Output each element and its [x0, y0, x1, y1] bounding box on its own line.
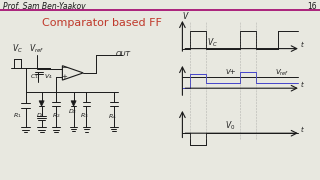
Text: $V_C$: $V_C$: [12, 42, 23, 55]
Text: V+: V+: [225, 69, 236, 75]
Polygon shape: [39, 101, 44, 106]
Text: $C_1$: $C_1$: [30, 73, 39, 82]
Text: OUT: OUT: [116, 51, 131, 57]
Text: t: t: [301, 127, 304, 133]
Text: $V_4$: $V_4$: [44, 73, 53, 82]
Text: $V_0$: $V_0$: [225, 120, 236, 132]
Text: $R_3$: $R_3$: [80, 111, 89, 120]
Text: $V_C$: $V_C$: [207, 37, 218, 50]
Text: t: t: [301, 42, 304, 48]
Text: V: V: [182, 12, 188, 21]
Text: $D_L$: $D_L$: [36, 111, 45, 120]
Text: $R_2$: $R_2$: [52, 111, 60, 120]
Text: +: +: [61, 74, 67, 80]
Text: 16: 16: [307, 2, 317, 11]
Text: t: t: [301, 82, 304, 88]
Text: $R_4$: $R_4$: [108, 112, 116, 122]
Text: $V_{ref}$: $V_{ref}$: [275, 68, 289, 78]
Polygon shape: [71, 101, 76, 106]
Text: Comparator based FF: Comparator based FF: [42, 17, 162, 28]
Text: $D_2$: $D_2$: [68, 107, 77, 116]
Text: $V_{ref}$: $V_{ref}$: [29, 42, 44, 55]
Text: −: −: [61, 65, 67, 71]
Text: $R_1$: $R_1$: [13, 111, 22, 120]
Text: Prof. Sam Ben-Yaakov: Prof. Sam Ben-Yaakov: [3, 2, 86, 11]
